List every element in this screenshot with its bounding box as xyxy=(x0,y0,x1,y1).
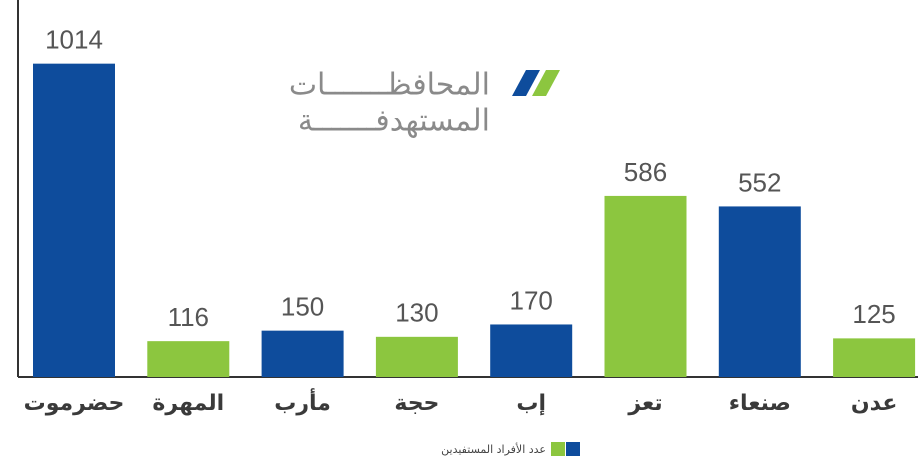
value-label: 552 xyxy=(738,167,781,197)
bar xyxy=(604,195,687,377)
x-tick-label: مأرب xyxy=(274,387,331,416)
legend-swatch xyxy=(566,442,580,456)
legend-swatch xyxy=(551,442,565,456)
value-label: 586 xyxy=(624,157,667,187)
x-tick-label: عدن xyxy=(851,391,898,416)
value-label: 1014 xyxy=(45,25,103,55)
bar xyxy=(33,63,115,377)
value-label: 150 xyxy=(281,292,324,322)
logo xyxy=(512,70,560,96)
value-label: 170 xyxy=(510,285,553,315)
legend-label: عدد الأفراد المستفيدين xyxy=(441,442,546,456)
bar xyxy=(147,341,230,377)
bar xyxy=(490,324,573,377)
x-tick-label: صنعاء xyxy=(729,391,791,416)
x-tick-label: حجة xyxy=(394,391,439,416)
chart-subtitle: المستهدفـــــــة xyxy=(298,104,490,139)
bar xyxy=(261,330,344,377)
value-label: 125 xyxy=(852,299,895,329)
bar xyxy=(833,338,916,377)
x-tick-label: المهرة xyxy=(152,391,224,416)
bar xyxy=(375,336,458,377)
x-tick-label: تعز xyxy=(627,391,662,416)
x-tick-label: إب xyxy=(516,391,546,416)
chart-title: المحافظـــــــات xyxy=(289,68,490,103)
bar xyxy=(718,206,801,377)
x-tick-label: حضرموت xyxy=(24,391,125,416)
value-label: 130 xyxy=(395,298,438,328)
value-label: 116 xyxy=(168,302,209,332)
